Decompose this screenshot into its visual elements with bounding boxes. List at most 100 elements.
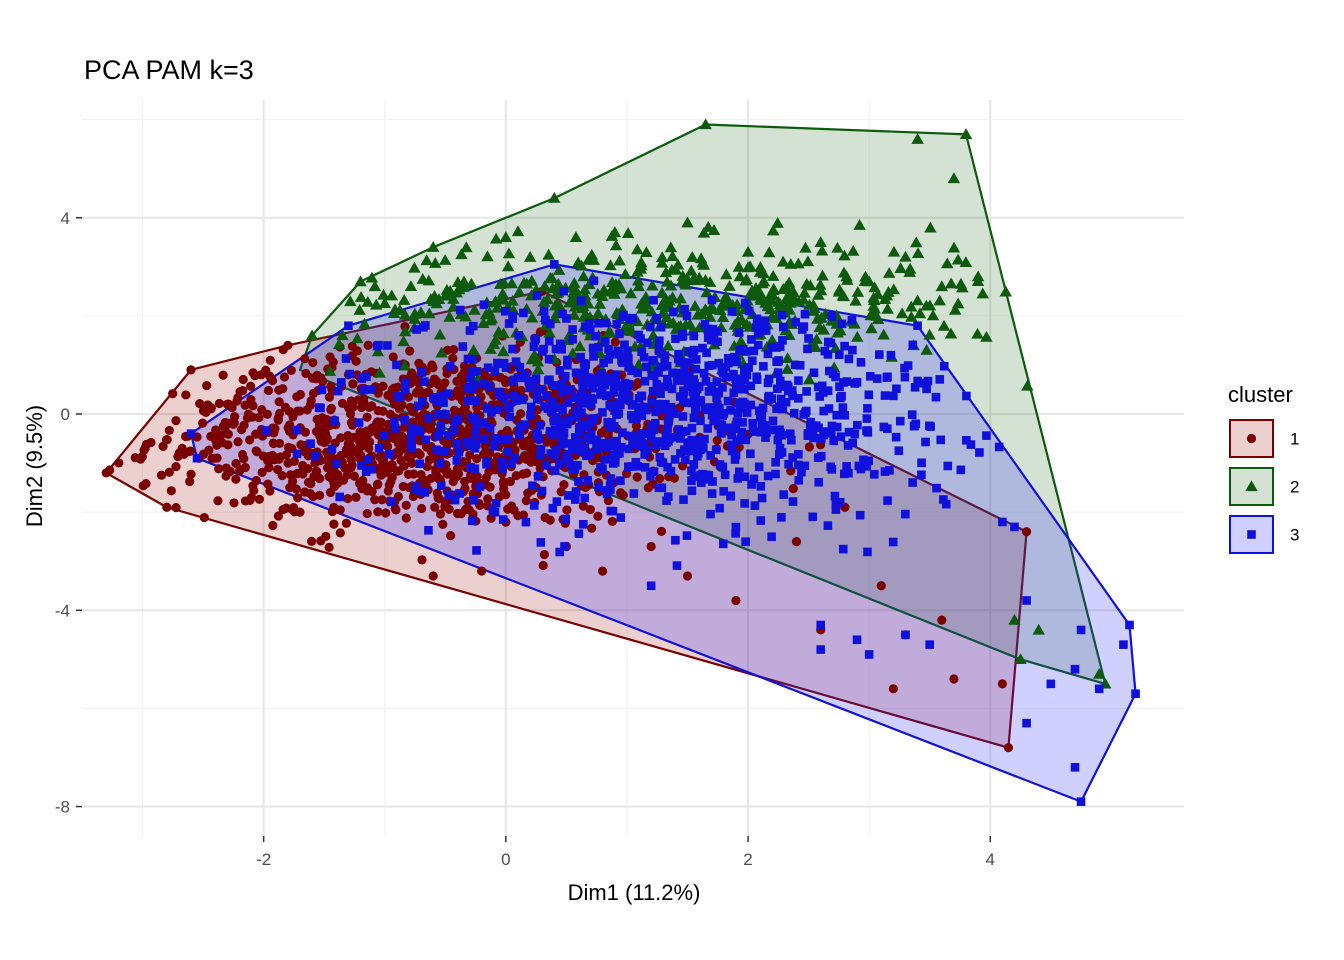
- cluster-1-point: [317, 413, 327, 423]
- cluster-1-point: [138, 481, 148, 491]
- cluster-1-point: [449, 405, 460, 415]
- cluster-3-point: [771, 469, 780, 479]
- cluster-1-point: [229, 498, 239, 508]
- cluster-2-point: [695, 308, 708, 320]
- cluster-2-point: [760, 295, 774, 307]
- cluster-1-point: [233, 437, 243, 447]
- cluster-3-point: [606, 474, 616, 483]
- cluster-3-point: [500, 393, 509, 403]
- cluster-3-point: [795, 360, 805, 370]
- cluster-3-point: [962, 391, 971, 401]
- cluster-2-point: [671, 258, 685, 270]
- cluster-2-point: [423, 307, 436, 319]
- cluster-3-point: [594, 318, 603, 328]
- cluster-3-point: [514, 331, 523, 340]
- cluster-3-point: [393, 391, 403, 401]
- cluster-1-point: [209, 430, 219, 440]
- cluster-3-point: [816, 451, 826, 461]
- cluster-3-point: [788, 497, 798, 506]
- cluster-1-point: [459, 361, 469, 371]
- cluster-1-point: [186, 469, 196, 479]
- cluster-3-point: [754, 462, 764, 472]
- cluster-2-point: [696, 256, 709, 268]
- cluster-3-point: [415, 459, 425, 469]
- cluster-3-point: [614, 409, 624, 418]
- cluster-3-point: [652, 313, 662, 323]
- cluster-3-point: [400, 415, 410, 425]
- cluster-2-point: [565, 281, 579, 293]
- cluster-1-point: [446, 531, 456, 541]
- cluster-2-point: [433, 328, 447, 340]
- cluster-2-point: [358, 317, 371, 329]
- cluster-1-point: [185, 476, 195, 487]
- cluster-3-point: [956, 465, 966, 475]
- cluster-3-point: [830, 491, 840, 501]
- cluster-2-point: [656, 287, 669, 299]
- cluster-3-point: [534, 434, 544, 444]
- cluster-2-point: [741, 261, 755, 273]
- cluster-3-point: [467, 413, 477, 423]
- cluster-3-point: [689, 375, 698, 384]
- cluster-3-point: [327, 444, 337, 454]
- cluster-3-point: [939, 495, 948, 504]
- cluster-3-point: [424, 526, 433, 535]
- cluster-2-point: [705, 300, 718, 312]
- cluster-2-point: [587, 254, 601, 265]
- data-points: [101, 118, 1140, 806]
- cluster-3-point: [740, 499, 749, 508]
- cluster-1-point: [114, 458, 124, 468]
- cluster-1-point: [607, 516, 617, 527]
- cluster-3-point: [627, 462, 637, 471]
- cluster-3-point: [689, 413, 699, 423]
- cluster-3-point: [310, 451, 320, 461]
- cluster-2-point: [807, 304, 820, 316]
- cluster-2-point: [862, 275, 876, 287]
- cluster-1-point: [472, 403, 482, 413]
- cluster-2-point: [776, 255, 790, 267]
- cluster-2-point: [489, 232, 503, 244]
- cluster-3-point: [646, 581, 656, 591]
- cluster-3-point: [596, 388, 605, 398]
- cluster-3-point: [624, 395, 634, 404]
- cluster-2-point: [829, 342, 842, 354]
- cluster-2-point: [765, 333, 779, 345]
- cluster-2-point: [447, 293, 460, 304]
- cluster-2-point: [660, 275, 674, 287]
- cluster-3-point: [886, 350, 896, 360]
- cluster-3-point: [692, 355, 701, 364]
- cluster-3-point: [726, 406, 735, 415]
- cluster-2-point: [757, 275, 771, 287]
- cluster-3-point: [741, 435, 751, 445]
- cluster-3-point: [721, 362, 731, 372]
- cluster-3-point: [420, 377, 429, 386]
- x-tick-label: 0: [501, 850, 510, 869]
- cluster-3-point: [908, 340, 918, 350]
- cluster-2-point: [435, 346, 448, 358]
- cluster-1-point: [559, 479, 569, 490]
- cluster-2-point: [905, 310, 918, 322]
- cluster-3-point: [826, 462, 835, 472]
- cluster-1-point: [731, 595, 741, 606]
- cluster-3-point: [778, 382, 787, 391]
- cluster-1-point: [291, 484, 301, 494]
- cluster-3-point: [803, 344, 812, 354]
- cluster-1-point: [321, 422, 331, 432]
- cluster-1-point: [616, 488, 626, 498]
- cluster-3-point: [436, 421, 446, 430]
- cluster-3-point: [357, 374, 367, 383]
- cluster-3-point: [490, 366, 500, 376]
- cluster-2-point: [804, 279, 817, 291]
- cluster-3-point: [549, 381, 559, 390]
- cluster-1-point: [267, 375, 278, 386]
- cluster-3-point: [750, 501, 760, 510]
- cluster-3-point: [740, 298, 750, 308]
- cluster-2-point: [731, 314, 745, 326]
- cluster-2-point: [699, 118, 712, 130]
- cluster-3-point: [828, 369, 838, 379]
- cluster-3-point: [719, 487, 728, 496]
- cluster-3-point: [581, 395, 591, 405]
- cluster-1-point: [257, 467, 267, 477]
- cluster-1-point: [786, 466, 796, 476]
- cluster-1-point: [656, 526, 667, 536]
- cluster-3-point: [687, 435, 697, 445]
